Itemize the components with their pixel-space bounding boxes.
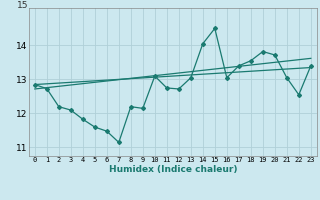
Text: 15: 15 xyxy=(17,1,29,10)
X-axis label: Humidex (Indice chaleur): Humidex (Indice chaleur) xyxy=(108,165,237,174)
